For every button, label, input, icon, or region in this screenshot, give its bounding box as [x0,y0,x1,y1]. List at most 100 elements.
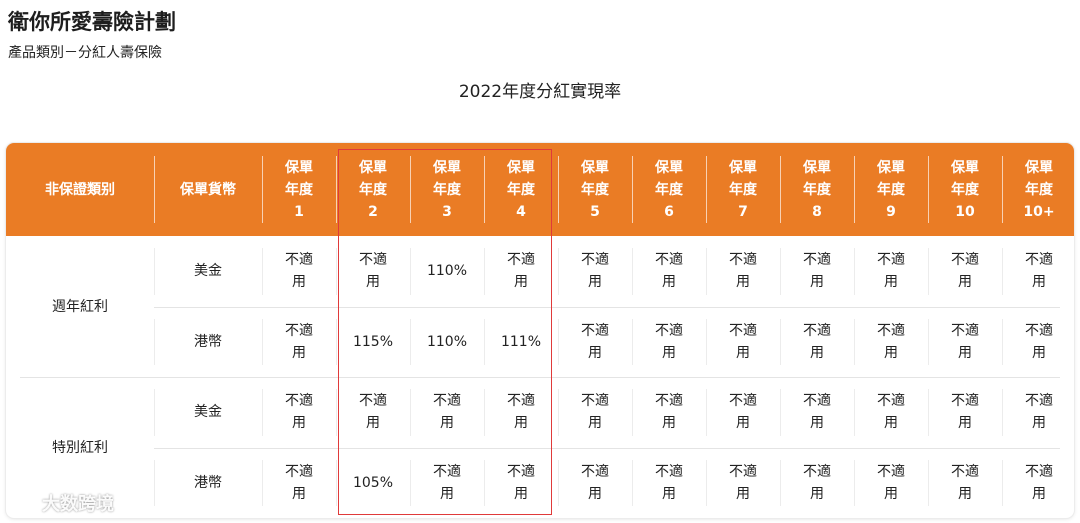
column-separator [706,318,707,365]
rate-cell: 不適 用 [803,322,831,361]
column-separator [928,459,929,506]
rate-cell: 不適 用 [1025,252,1053,291]
column-separator [854,459,855,506]
rate-cell: 不適 用 [581,463,609,502]
rate-cell: 不適 用 [581,322,609,361]
rate-cell: 不適 用 [951,322,979,361]
header-policy-year: 保單 年度 5 [581,159,609,220]
rate-cell: 不適 用 [655,393,683,432]
column-separator [854,248,855,295]
header-policy-year: 保單 年度 6 [655,159,683,220]
rate-cell: 不適 用 [655,322,683,361]
currency-cell: 美金 [194,404,222,421]
rate-cell: 不適 用 [877,393,905,432]
rate-cell: 不適 用 [729,252,757,291]
header-category: 非保證類别 [45,181,115,198]
rate-cell: 不適 用 [729,463,757,502]
rate-cell: 111% [500,333,542,350]
rate-cell: 不適 用 [507,252,535,291]
column-separator [154,248,155,295]
rate-cell: 不適 用 [803,463,831,502]
rate-cell: 不適 用 [729,393,757,432]
header-policy-year: 保單 年度 1 [285,159,313,220]
column-separator [484,459,485,506]
column-separator [854,389,855,436]
column-separator [336,389,337,436]
header-separator [484,156,485,223]
column-separator [1002,318,1003,365]
column-separator [1002,248,1003,295]
rate-cell: 110% [426,263,468,280]
page-title: 衛你所愛壽險計劃 [8,10,176,34]
column-separator [780,248,781,295]
header-policy-year: 保單 年度 10 [951,159,979,220]
rate-cell: 不適 用 [803,393,831,432]
column-separator [154,318,155,365]
bonus-category: 特別紅利 [52,439,108,456]
column-separator [632,318,633,365]
column-separator [484,389,485,436]
header-separator [336,156,337,223]
header-policy-year: 保單 年度 7 [729,159,757,220]
rate-cell: 115% [352,333,394,350]
column-separator [262,318,263,365]
column-separator [484,318,485,365]
column-separator [262,389,263,436]
column-separator [632,248,633,295]
column-separator [928,248,929,295]
rate-cell: 不適 用 [285,393,313,432]
header-separator [262,156,263,223]
rate-cell: 不適 用 [285,252,313,291]
column-separator [632,459,633,506]
header-policy-year: 保單 年度 8 [803,159,831,220]
column-separator [854,318,855,365]
column-separator [154,389,155,436]
product-category: 產品類別－分紅人壽保險 [8,45,162,61]
group-divider [20,377,1060,378]
header-separator [1002,156,1003,223]
column-separator [558,389,559,436]
rate-cell: 不適 用 [1025,393,1053,432]
column-separator [928,389,929,436]
currency-cell: 港幣 [194,474,222,491]
table-header: 非保證類别 保單貨幣 保單 年度 1 保單 年度 2 保單 年度 3 保單 年度 4 保單 … [6,143,1074,236]
rate-cell: 不適 用 [285,463,313,502]
rate-cell: 不適 用 [877,252,905,291]
header-separator [154,156,155,223]
column-separator [410,318,411,365]
column-separator [410,248,411,295]
header-policy-year: 保單 年度 3 [433,159,461,220]
column-separator [262,248,263,295]
dividend-rate-table: 非保證類别 保單貨幣 保單 年度 1 保單 年度 2 保單 年度 3 保單 年度 4 保單 … [6,143,1074,518]
rate-cell: 不適 用 [803,252,831,291]
rate-cell: 不適 用 [507,463,535,502]
row-divider [154,447,1060,449]
header-separator [928,156,929,223]
header-separator [706,156,707,223]
rate-cell: 不適 用 [655,252,683,291]
column-separator [632,389,633,436]
column-separator [410,389,411,436]
column-separator [928,318,929,365]
rate-cell: 不適 用 [433,463,461,502]
column-separator [558,318,559,365]
column-separator [484,248,485,295]
header-separator [410,156,411,223]
column-separator [558,459,559,506]
rate-cell: 不適 用 [951,252,979,291]
header-policy-year: 保單 年度 4 [507,159,535,220]
column-separator [706,459,707,506]
rate-cell: 不適 用 [285,322,313,361]
header-separator [558,156,559,223]
column-separator [558,248,559,295]
rate-cell: 不適 用 [1025,322,1053,361]
header-policy-year: 保單 年度 2 [359,159,387,220]
rate-cell: 不適 用 [951,393,979,432]
rate-cell: 不適 用 [729,322,757,361]
rate-cell: 不適 用 [655,463,683,502]
rate-cell: 不適 用 [877,463,905,502]
column-separator [336,248,337,295]
rate-cell: 不適 用 [581,252,609,291]
column-separator [336,318,337,365]
rate-cell: 不適 用 [1025,463,1053,502]
